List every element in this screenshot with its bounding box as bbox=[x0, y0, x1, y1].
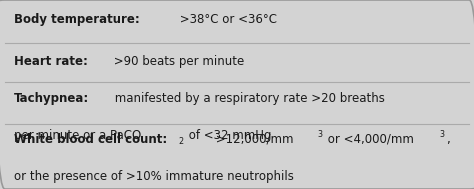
Text: 2: 2 bbox=[178, 137, 183, 146]
Text: of <32 mmHg: of <32 mmHg bbox=[185, 129, 272, 142]
Text: >12,000/mm: >12,000/mm bbox=[212, 133, 293, 146]
Text: 3: 3 bbox=[439, 130, 445, 139]
Text: manifested by a respiratory rate >20 breaths: manifested by a respiratory rate >20 bre… bbox=[111, 92, 385, 105]
Text: per minute or a PaCO: per minute or a PaCO bbox=[14, 129, 141, 142]
Text: Tachypnea:: Tachypnea: bbox=[14, 92, 90, 105]
Text: White blood cell count:: White blood cell count: bbox=[14, 133, 167, 146]
Text: >38°C or <36°C: >38°C or <36°C bbox=[176, 13, 277, 26]
Text: >90 beats per minute: >90 beats per minute bbox=[109, 55, 244, 68]
Text: Heart rate:: Heart rate: bbox=[14, 55, 88, 68]
Text: ,: , bbox=[446, 133, 450, 146]
Text: or <4,000/mm: or <4,000/mm bbox=[324, 133, 413, 146]
Text: 3: 3 bbox=[317, 130, 322, 139]
Text: Body temperature:: Body temperature: bbox=[14, 13, 140, 26]
Text: or the presence of >10% immature neutrophils: or the presence of >10% immature neutrop… bbox=[14, 170, 294, 183]
